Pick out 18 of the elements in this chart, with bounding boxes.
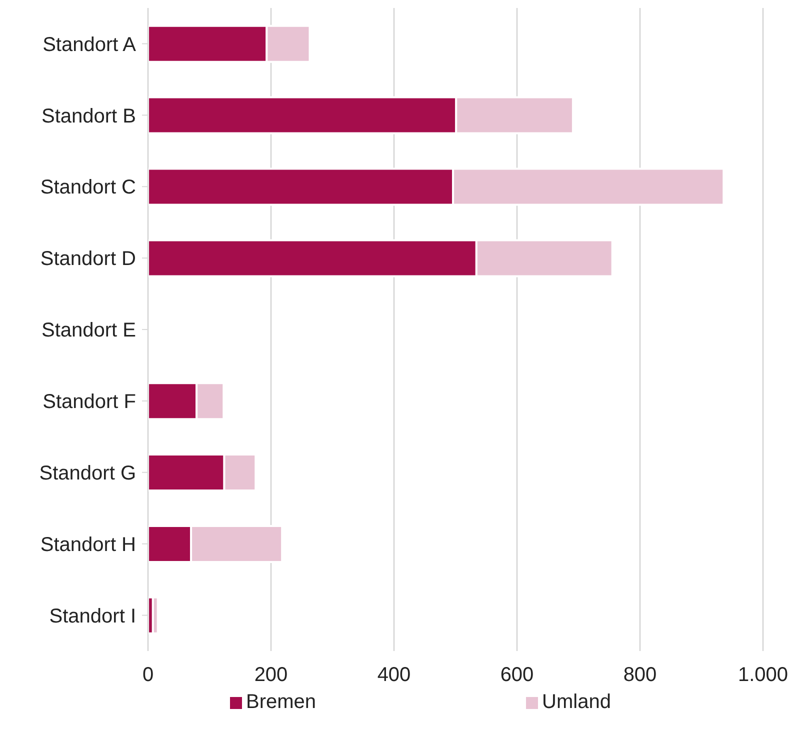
y-tick-label: Standort A — [42, 34, 137, 56]
y-tick-label: Standort I — [49, 605, 136, 628]
y-tick-label: Standort C — [40, 176, 136, 199]
x-tick-label: 1.000 — [738, 664, 788, 686]
y-tick-label: Standort G — [39, 462, 136, 484]
legend-label: Bremen — [246, 691, 316, 713]
x-tick-label: 800 — [623, 664, 657, 686]
x-tick-label: 0 — [142, 664, 154, 686]
x-tick-label: 200 — [254, 664, 288, 686]
legend-label: Umland — [542, 691, 611, 713]
y-tick-label: Standort H — [40, 534, 136, 556]
y-tick-label: Standort B — [41, 105, 136, 128]
y-tick-label: Standort E — [41, 320, 136, 342]
y-tick-label: Standort F — [42, 391, 136, 414]
y-tick-label: Standort D — [40, 248, 136, 270]
x-tick-label: 400 — [377, 664, 411, 686]
x-tick-label: 600 — [500, 664, 534, 686]
bar — [152, 596, 159, 634]
